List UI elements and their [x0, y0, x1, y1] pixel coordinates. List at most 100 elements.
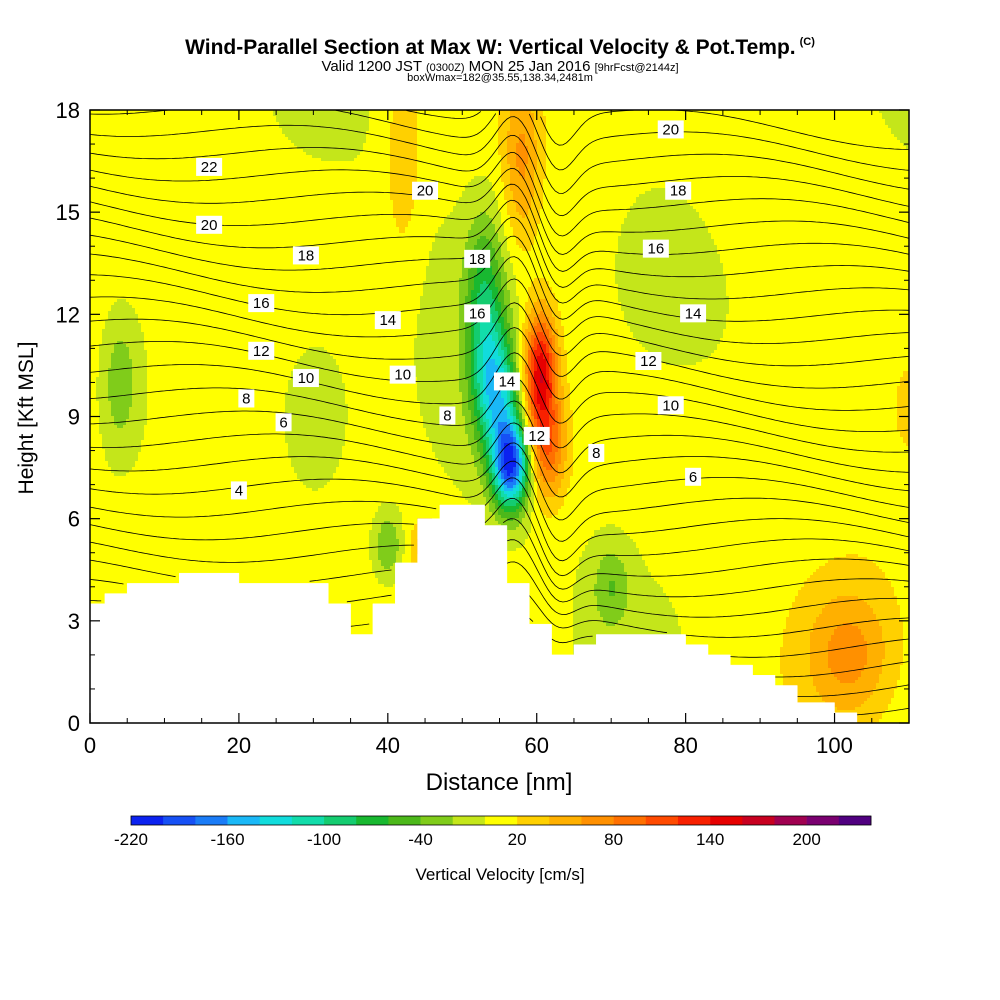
velocity-cell [99, 407, 102, 410]
velocity-cell [96, 428, 99, 431]
velocity-cell [96, 200, 99, 203]
velocity-cell [96, 443, 99, 446]
velocity-cell [99, 131, 102, 134]
velocity-cell [99, 497, 102, 500]
velocity-cell [93, 563, 96, 566]
velocity-cell [99, 263, 102, 266]
velocity-cell [99, 227, 102, 230]
velocity-cell [102, 251, 105, 254]
velocity-cell [102, 437, 105, 440]
velocity-cell [99, 572, 102, 575]
velocity-cell [96, 164, 99, 167]
velocity-cell [99, 257, 102, 260]
velocity-cell [99, 200, 102, 203]
velocity-cell [93, 572, 96, 575]
velocity-cell [96, 359, 99, 362]
velocity-cell [102, 326, 105, 329]
velocity-cell [96, 293, 99, 296]
velocity-cell [96, 545, 99, 548]
velocity-cell [99, 215, 102, 218]
velocity-cell [102, 293, 105, 296]
velocity-cell [102, 323, 105, 326]
velocity-cell [102, 410, 105, 413]
velocity-cell [99, 392, 102, 395]
velocity-cell [96, 305, 99, 308]
velocity-cell [93, 386, 96, 389]
velocity-cell [99, 374, 102, 377]
velocity-cell [99, 173, 102, 176]
velocity-cell [102, 356, 105, 359]
velocity-cell [93, 308, 96, 311]
velocity-cell [102, 386, 105, 389]
velocity-cell [99, 596, 102, 599]
velocity-cell [96, 245, 99, 248]
velocity-cell [93, 395, 96, 398]
velocity-cell [96, 500, 99, 503]
velocity-cell [96, 485, 99, 488]
velocity-cell [96, 434, 99, 437]
velocity-cell [93, 326, 96, 329]
velocity-cell [93, 335, 96, 338]
velocity-cell [99, 266, 102, 269]
velocity-cell [93, 377, 96, 380]
velocity-cell [99, 308, 102, 311]
velocity-cell [102, 284, 105, 287]
velocity-cell [96, 482, 99, 485]
velocity-cell [96, 539, 99, 542]
velocity-cell [93, 521, 96, 524]
velocity-cell [93, 365, 96, 368]
velocity-cell [99, 458, 102, 461]
velocity-cell [93, 248, 96, 251]
velocity-cell [102, 335, 105, 338]
velocity-cell [102, 119, 105, 122]
velocity-cell [93, 428, 96, 431]
velocity-cell [93, 158, 96, 161]
velocity-cell [102, 116, 105, 119]
velocity-cell [93, 557, 96, 560]
velocity-cell [99, 248, 102, 251]
velocity-cell [99, 443, 102, 446]
velocity-cell [96, 284, 99, 287]
velocity-cell [96, 404, 99, 407]
velocity-cell [96, 131, 99, 134]
velocity-cell [96, 470, 99, 473]
velocity-cell [99, 293, 102, 296]
velocity-cell [99, 350, 102, 353]
velocity-cell [99, 398, 102, 401]
velocity-cell [96, 593, 99, 596]
velocity-cell [99, 503, 102, 506]
velocity-cell [93, 140, 96, 143]
velocity-cell [93, 440, 96, 443]
velocity-cell [93, 332, 96, 335]
velocity-cell [99, 296, 102, 299]
velocity-cell [96, 155, 99, 158]
velocity-cell [93, 341, 96, 344]
velocity-cell [93, 155, 96, 158]
velocity-cell [99, 533, 102, 536]
velocity-cell [93, 194, 96, 197]
velocity-cell [96, 425, 99, 428]
velocity-cell [96, 248, 99, 251]
velocity-cell [96, 128, 99, 131]
velocity-cell [99, 245, 102, 248]
velocity-cell [99, 353, 102, 356]
velocity-cell [93, 197, 96, 200]
velocity-cell [96, 275, 99, 278]
velocity-cell [102, 431, 105, 434]
velocity-cell [102, 194, 105, 197]
velocity-cell [96, 494, 99, 497]
velocity-cell [96, 521, 99, 524]
velocity-cell [93, 512, 96, 515]
velocity-cell [93, 497, 96, 500]
velocity-cell [96, 578, 99, 581]
velocity-cell [102, 212, 105, 215]
velocity-cell [93, 374, 96, 377]
velocity-cell [99, 128, 102, 131]
velocity-cell [96, 401, 99, 404]
velocity-cell [96, 581, 99, 584]
velocity-cell [96, 575, 99, 578]
velocity-cell [93, 296, 96, 299]
velocity-cell [96, 512, 99, 515]
velocity-cell [96, 323, 99, 326]
velocity-cell [93, 494, 96, 497]
